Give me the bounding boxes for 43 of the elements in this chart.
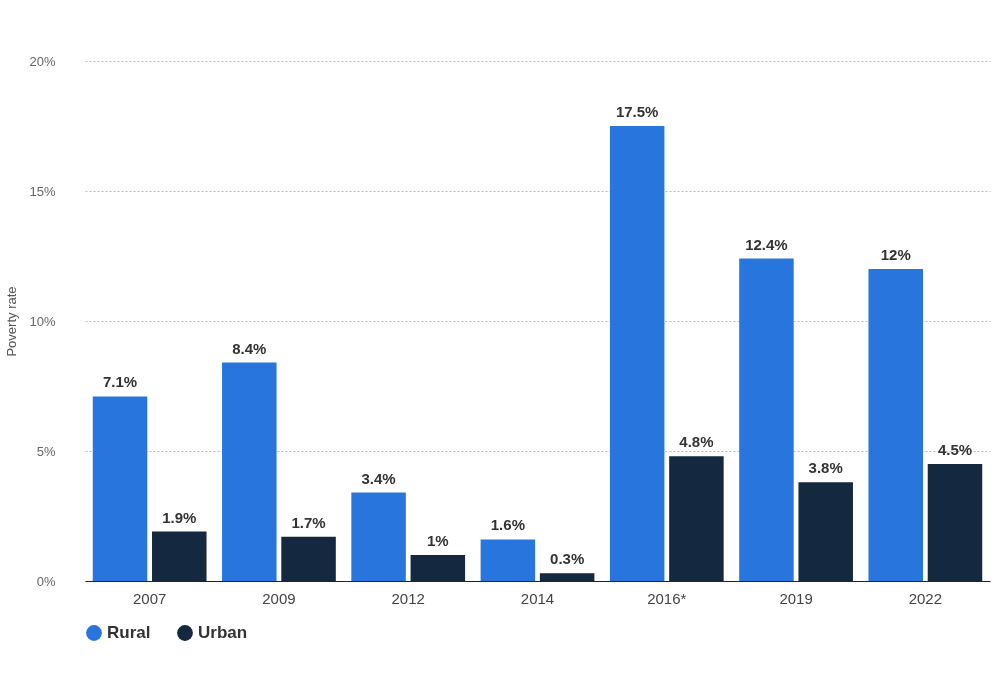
bar (480, 539, 536, 581)
bar (868, 269, 923, 581)
data-label: 0.3% (550, 550, 585, 568)
data-label: 4.8% (679, 433, 714, 451)
data-label: 3.4% (361, 469, 396, 487)
x-tick-label: 2007 (132, 589, 167, 607)
y-tick-label: 15% (29, 183, 56, 199)
x-tick-label: 2016* (647, 589, 687, 607)
data-label: 1.9% (162, 508, 197, 526)
y-tick-label: 20% (29, 53, 56, 69)
x-tick-label: 2014 (520, 589, 555, 607)
data-label: 8.4% (232, 339, 267, 357)
data-label: 1.7% (291, 513, 326, 531)
x-tick-label: 2009 (262, 589, 296, 607)
bar (539, 573, 595, 581)
y-tick-label: 5% (36, 443, 56, 459)
bar (739, 258, 794, 581)
data-label: 17.5% (615, 103, 659, 120)
data-label: 4.5% (937, 441, 973, 458)
bar (152, 531, 207, 581)
x-tick-label: 2012 (391, 589, 425, 607)
y-axis-title: Poverty rate (4, 286, 20, 357)
data-label: 1.6% (490, 516, 525, 534)
bar (410, 555, 466, 581)
bar (609, 126, 665, 581)
data-label: 3.8% (808, 459, 843, 477)
data-label: 7.1% (102, 373, 138, 391)
bar (669, 456, 724, 581)
legend-label: Rural (107, 623, 151, 642)
bar (927, 464, 983, 581)
data-label: 12.4% (745, 235, 788, 253)
data-label: 1% (427, 532, 449, 549)
bar (798, 482, 853, 581)
data-label: 12% (880, 246, 911, 263)
x-tick-label: 2022 (908, 589, 943, 607)
bar (92, 396, 148, 581)
bar (351, 492, 406, 581)
bar (281, 536, 336, 581)
x-tick-label: 2019 (779, 589, 813, 607)
legend-label: Urban (198, 623, 248, 642)
y-tick-label: 0% (36, 573, 56, 589)
y-tick-label: 10% (29, 313, 56, 329)
bar (222, 362, 277, 581)
